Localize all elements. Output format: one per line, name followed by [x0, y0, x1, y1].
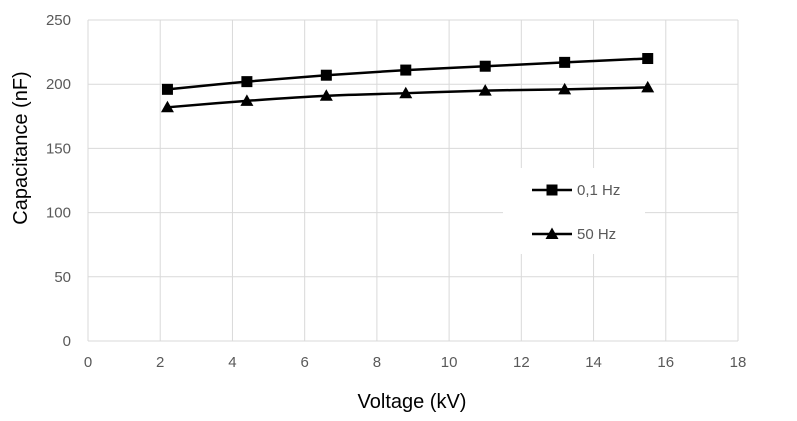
y-tick-label: 150 [46, 140, 71, 157]
x-tick-label: 6 [300, 354, 308, 371]
legend-marker [545, 227, 559, 239]
y-axis-title: Capacitance (nF) [10, 71, 32, 224]
x-tick-label: 4 [228, 354, 236, 371]
y-tick-label: 250 [46, 12, 71, 29]
series-0-1hz-point [400, 64, 412, 76]
x-tick-label: 0 [84, 354, 92, 371]
x-tick-label: 10 [441, 354, 458, 371]
x-tick-label: 14 [585, 354, 602, 371]
y-tick-label: 100 [46, 205, 71, 222]
series-0-1hz-point [161, 83, 173, 95]
x-axis-title: Voltage (kV) [358, 391, 467, 413]
legend-marker [546, 184, 558, 196]
series-0-1hz-point [320, 69, 332, 81]
x-tick-label: 12 [513, 354, 530, 371]
legend-box [503, 168, 645, 254]
series-0-1hz-point [559, 56, 571, 68]
series-50hz [160, 80, 655, 113]
legend-label: 50 Hz [577, 226, 616, 243]
x-tick-label: 18 [730, 354, 747, 371]
y-tick-label: 0 [63, 333, 71, 350]
legend-item-50hz: 50 Hz [532, 226, 616, 243]
y-tick-label: 200 [46, 76, 71, 93]
tick-labels: 0 2 4 6 8 10 12 14 16 18 0 50 100 150 200 250 [46, 12, 746, 371]
series-50hz-point [641, 80, 655, 93]
series-50hz-point [558, 82, 572, 95]
x-tick-label: 8 [373, 354, 381, 371]
series-50hz-point [478, 84, 492, 96]
series-0-1hz-point [479, 60, 491, 72]
series-50hz-point [399, 86, 413, 99]
x-tick-label: 2 [156, 354, 164, 371]
legend: 0,1 Hz 50 Hz [503, 168, 645, 254]
x-tick-label: 16 [657, 354, 674, 371]
series-50hz-point [240, 94, 254, 106]
series-0-1hz-point [642, 53, 654, 65]
legend-label: 0,1 Hz [577, 182, 620, 199]
series-0-1hz-point [241, 76, 253, 88]
series-50hz-point [160, 100, 174, 113]
series [160, 53, 655, 113]
y-tick-label: 50 [54, 269, 71, 286]
series-0-1hz [161, 53, 654, 95]
series-50hz-point [319, 89, 333, 101]
legend-item-0-1hz: 0,1 Hz [532, 182, 620, 199]
